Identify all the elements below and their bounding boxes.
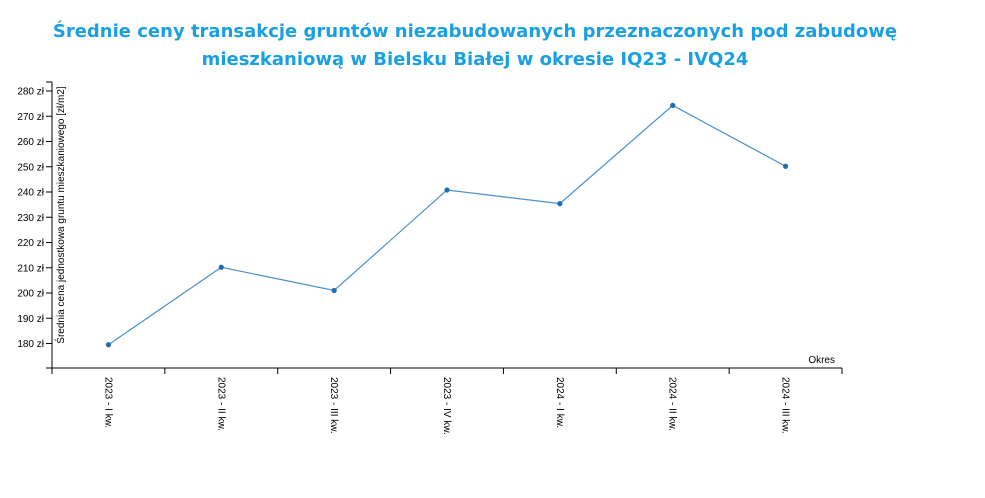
x-tick-label: 2023 - III kw. xyxy=(328,377,339,434)
y-tick-label: 180 zł xyxy=(17,339,44,350)
series-line xyxy=(105,102,789,348)
x-tick-label: 2023 - IV kw. xyxy=(441,377,452,435)
x-tick-label: 2024 - II kw. xyxy=(667,377,678,431)
x-tick-label: 2024 - I kw. xyxy=(554,377,565,428)
x-axis-label: Okres xyxy=(808,355,835,366)
x-axis: 2023 - I kw. 2023 - II kw. 2023 - III kw. 2… xyxy=(46,367,843,435)
y-tick-label: 270 zł xyxy=(17,112,44,123)
chart-title: Średnie ceny transakcje gruntów niezabud… xyxy=(0,18,950,74)
y-axis: 180 zł 190 zł 200 zł 210 zł 220 zł 230 zł 240 … xyxy=(17,81,53,368)
y-tick-label: 200 zł xyxy=(17,289,44,300)
x-tick-label: 2023 - I kw. xyxy=(102,377,113,428)
data-point xyxy=(782,163,789,169)
y-tick-label: 280 zł xyxy=(17,87,44,98)
chart-title-line2: mieszkaniową w Bielsku Białej w okresie … xyxy=(201,49,749,70)
data-point xyxy=(218,264,224,270)
chart-title-line1: Średnie ceny transakcje gruntów niezabud… xyxy=(52,21,898,42)
x-tick-label: 2023 - II kw. xyxy=(215,377,226,431)
x-tick-label: 2024 - III kw. xyxy=(780,377,791,434)
y-tick-label: 260 zł xyxy=(17,137,44,148)
y-axis-label: Średnia cena jednostkowa gruntu mieszkan… xyxy=(54,86,67,344)
y-tick-label: 210 zł xyxy=(17,263,44,274)
data-point xyxy=(105,342,112,348)
data-point xyxy=(557,201,563,207)
series-path xyxy=(108,104,786,346)
y-tick-label: 240 zł xyxy=(17,188,44,199)
y-tick-label: 220 zł xyxy=(17,238,44,249)
y-tick-label: 190 zł xyxy=(17,314,44,325)
data-point xyxy=(444,187,450,193)
y-tick-label: 250 zł xyxy=(17,162,44,173)
data-point xyxy=(670,102,676,108)
y-tick-label: 230 zł xyxy=(17,213,44,224)
data-point xyxy=(331,287,337,294)
